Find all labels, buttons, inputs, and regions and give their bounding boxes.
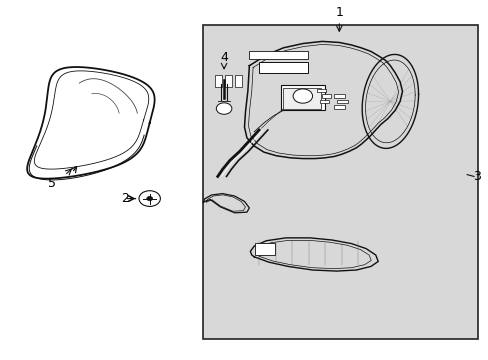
Text: 1: 1	[335, 6, 343, 19]
Bar	[255, 243, 274, 255]
Bar	[334, 94, 345, 98]
Bar	[249, 51, 307, 59]
Text: 4: 4	[220, 51, 227, 64]
Text: 3: 3	[472, 170, 480, 183]
Text: 5: 5	[48, 177, 56, 190]
Bar	[319, 100, 328, 103]
Bar	[336, 100, 347, 103]
Bar	[224, 75, 231, 87]
Bar	[322, 94, 330, 98]
Bar	[234, 75, 241, 87]
Bar	[317, 89, 325, 93]
Bar	[259, 62, 307, 73]
Bar	[334, 105, 345, 109]
Bar	[283, 88, 321, 109]
Bar	[215, 75, 222, 87]
Bar	[281, 85, 324, 111]
Circle shape	[146, 197, 152, 201]
Circle shape	[139, 191, 160, 206]
Circle shape	[292, 89, 312, 103]
Circle shape	[216, 103, 231, 114]
FancyBboxPatch shape	[203, 24, 477, 339]
Text: 2: 2	[121, 192, 129, 205]
